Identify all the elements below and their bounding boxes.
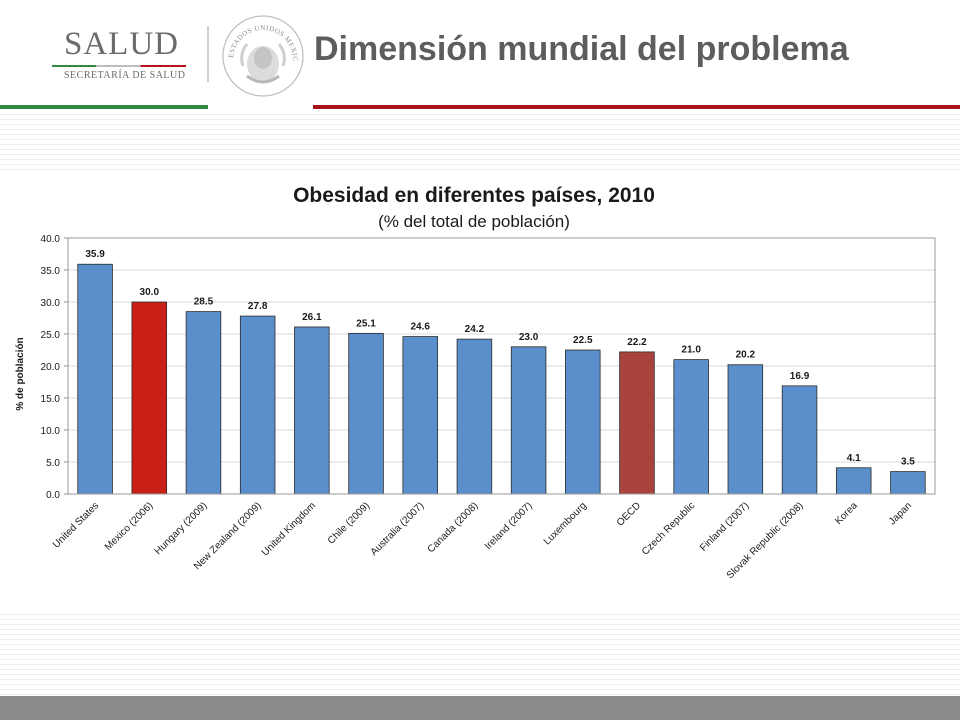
bar (77, 263, 113, 495)
bar-value-label: 4.1 (847, 453, 861, 464)
y-tick-label: 30.0 (41, 298, 61, 309)
y-tick-label: 0.0 (46, 490, 60, 501)
bar (835, 467, 872, 495)
bar (727, 364, 764, 495)
bar (673, 359, 709, 495)
bar (510, 346, 547, 495)
chart-subtitle: (% del total de población) (378, 212, 570, 231)
salud-logo-subtitle: SECRETARÍA DE SALUD (64, 70, 186, 81)
bar (402, 336, 438, 495)
national-seal-icon: ESTADOS UNIDOS MEXICANOS (221, 14, 304, 97)
chart-bars: 35.9 30.0 28.5 27.8 26.1 25.1 24.6 24.2 23.0 22.5… (77, 249, 926, 495)
bar (781, 385, 818, 495)
bar-value-label: 25.1 (356, 318, 376, 329)
chart-title: Obesidad en diferentes países, 2010 (293, 184, 655, 207)
footer-bar (0, 696, 960, 720)
bar (294, 326, 330, 495)
y-tick-label: 5.0 (46, 458, 60, 469)
y-tick-label: 40.0 (41, 234, 61, 245)
bar-value-label: 16.9 (790, 371, 810, 382)
bar-value-label: 20.2 (736, 350, 756, 361)
bar-value-label: 24.2 (465, 324, 485, 335)
bar-value-label: 26.1 (302, 312, 322, 323)
bar (348, 332, 384, 495)
bar (456, 338, 493, 495)
bar (185, 311, 222, 495)
bar-value-label: 27.8 (248, 301, 268, 312)
red-rule (313, 105, 960, 109)
obesity-bar-chart: Obesidad en diferentes países, 2010 (% d… (0, 170, 960, 610)
bar (619, 351, 655, 495)
plot-frame (67, 237, 936, 495)
bar (565, 349, 601, 495)
salud-logo: SALUD SECRETARÍA DE SALUD (44, 26, 194, 86)
logo-divider (207, 26, 209, 82)
bar-value-label: 3.5 (901, 457, 915, 468)
y-tick-label: 35.0 (41, 266, 61, 277)
slide-header: SALUD SECRETARÍA DE SALUD ESTADOS UNIDOS… (0, 0, 960, 112)
bar (890, 471, 926, 495)
y-tick-label: 10.0 (41, 426, 61, 437)
green-rule (0, 105, 208, 109)
bar (131, 301, 168, 495)
bar-value-label: 35.9 (85, 249, 105, 260)
slide-title: Dimensión mundial del problema (314, 30, 849, 68)
bar-value-label: 21.0 (681, 345, 701, 356)
bar (239, 315, 276, 495)
bar-value-label: 28.5 (194, 297, 214, 308)
y-axis-label: % de población (15, 337, 26, 410)
y-tick-label: 20.0 (41, 362, 61, 373)
bar-value-label: 22.5 (573, 335, 593, 346)
y-tick-label: 25.0 (41, 330, 61, 341)
y-tick-label: 15.0 (41, 394, 61, 405)
salud-logo-tricolor-line (52, 65, 186, 67)
bar-value-label: 22.2 (627, 337, 647, 348)
bar-value-label: 24.6 (410, 322, 430, 333)
salud-logo-word: SALUD (64, 26, 180, 62)
bar-value-label: 23.0 (519, 332, 539, 343)
bar-value-label: 30.0 (140, 287, 160, 298)
